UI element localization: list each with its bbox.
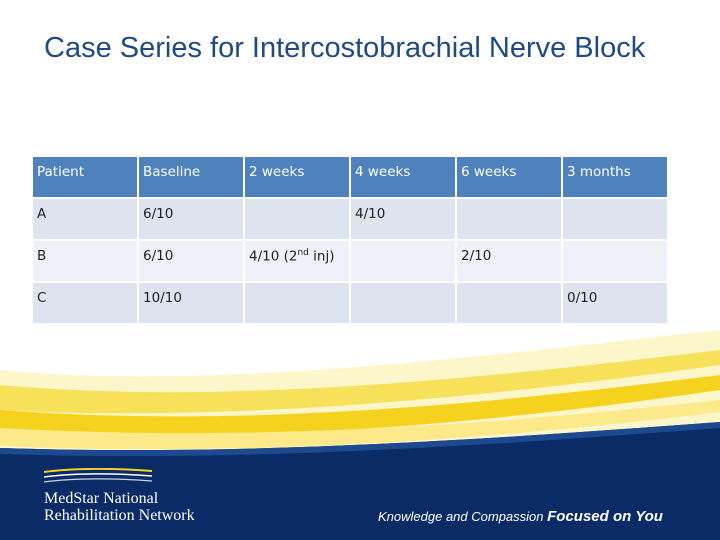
header-baseline: Baseline <box>139 157 243 197</box>
cell-4-weeks: 4/10 <box>351 199 455 239</box>
cell-3-months: 0/10 <box>563 283 667 323</box>
cell-baseline: 6/10 <box>139 241 243 281</box>
brand-name: MedStar National Rehabilitation Network <box>44 490 195 524</box>
cell-2-weeks <box>245 199 349 239</box>
cell-baseline: 10/10 <box>139 283 243 323</box>
cell-6-weeks: 2/10 <box>457 241 561 281</box>
medstar-logo-mark <box>44 468 152 483</box>
cell-patient: A <box>33 199 137 239</box>
header-patient: Patient <box>33 157 137 197</box>
header-3-months: 3 months <box>563 157 667 197</box>
case-series-table: Patient Baseline 2 weeks 4 weeks 6 weeks… <box>31 155 669 325</box>
header-4-weeks: 4 weeks <box>351 157 455 197</box>
table-row: B 6/10 4/10 (2nd inj) 2/10 <box>33 241 667 281</box>
header-6-weeks: 6 weeks <box>457 157 561 197</box>
tagline-emphasis: Focused on You <box>547 508 663 525</box>
brand-line-2: Rehabilitation Network <box>44 507 195 524</box>
cell-2-weeks-tail: inj) <box>308 248 335 265</box>
table-row: A 6/10 4/10 <box>33 199 667 239</box>
cell-4-weeks <box>351 241 455 281</box>
cell-baseline: 6/10 <box>139 199 243 239</box>
tagline-prefix: Knowledge and Compassion <box>378 509 544 524</box>
ordinal-suffix: nd <box>297 248 309 258</box>
cell-4-weeks <box>351 283 455 323</box>
cell-patient: B <box>33 241 137 281</box>
cell-3-months <box>563 199 667 239</box>
cell-3-months <box>563 241 667 281</box>
cell-6-weeks <box>457 199 561 239</box>
slide-title: Case Series for Intercostobrachial Nerve… <box>44 32 646 64</box>
header-2-weeks: 2 weeks <box>245 157 349 197</box>
brand-line-1: MedStar National <box>44 490 159 507</box>
tagline: Knowledge and Compassion Focused on You <box>378 508 663 525</box>
cell-6-weeks <box>457 283 561 323</box>
table-row: C 10/10 0/10 <box>33 283 667 323</box>
footer-swoosh-graphic <box>0 330 720 540</box>
cell-2-weeks <box>245 283 349 323</box>
cell-2-weeks-value: 4/10 (2 <box>249 248 298 265</box>
table-header-row: Patient Baseline 2 weeks 4 weeks 6 weeks… <box>33 157 667 197</box>
cell-patient: C <box>33 283 137 323</box>
cell-2-weeks: 4/10 (2nd inj) <box>245 241 349 281</box>
